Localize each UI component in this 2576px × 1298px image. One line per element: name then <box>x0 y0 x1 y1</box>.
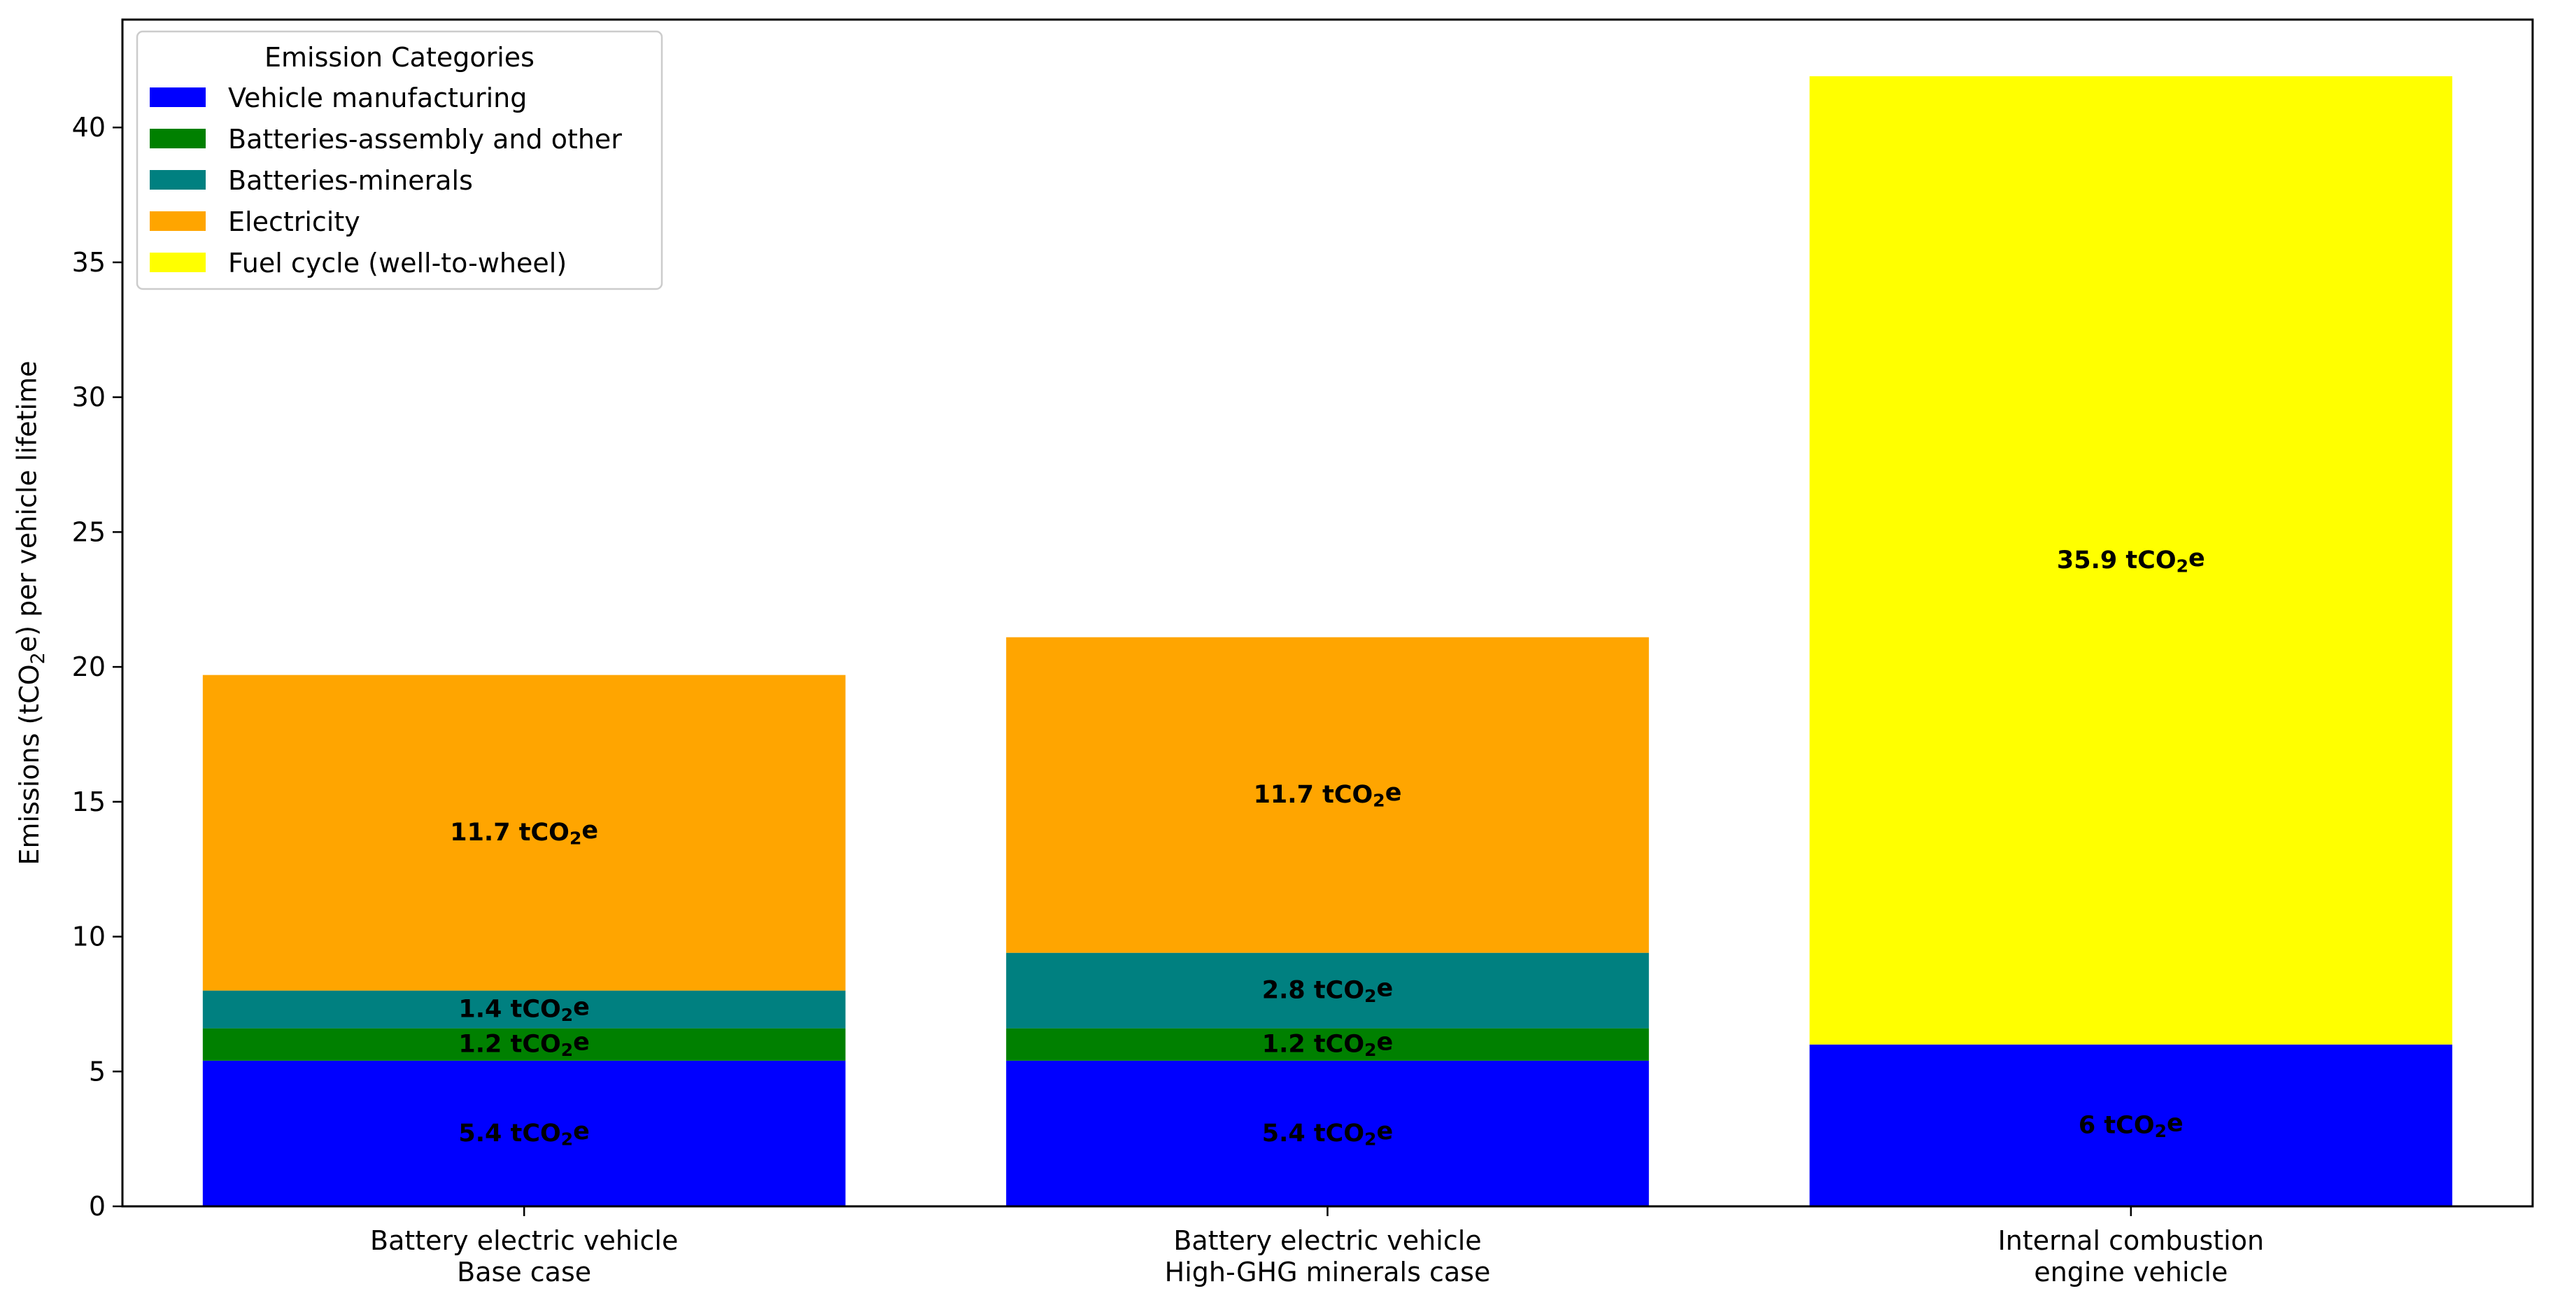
legend-swatch <box>150 253 206 272</box>
legend-swatch <box>150 129 206 148</box>
bar-value-label: 1.2 tCO2e <box>1262 1029 1394 1060</box>
legend-item-label: Electricity <box>228 206 360 237</box>
y-tick-label: 30 <box>72 382 106 413</box>
legend-swatch <box>150 87 206 107</box>
legend-box <box>136 30 663 290</box>
bar-value-label: 1.4 tCO2e <box>458 994 590 1025</box>
legend-item-label: Batteries-minerals <box>228 165 473 196</box>
legend-title: Emission Categories <box>264 42 535 73</box>
bar-value-label: 2.8 tCO2e <box>1262 975 1394 1006</box>
y-tick-label: 10 <box>72 922 106 952</box>
bars-layer <box>202 76 2453 1206</box>
bar-segment <box>1809 76 2453 1045</box>
bar-segment <box>1006 1028 1649 1061</box>
bar-value-label: 6 tCO2e <box>2079 1109 2184 1141</box>
bar-segment <box>1809 1044 2453 1206</box>
legend-item-label: Fuel cycle (well-to-wheel) <box>228 248 567 278</box>
bar-value-label: 35.9 tCO2e <box>2057 544 2205 576</box>
x-tick-label: Battery electric vehicle <box>1173 1225 1481 1256</box>
legend-item-label: Vehicle manufacturing <box>228 83 527 113</box>
x-tick-label: Base case <box>457 1257 591 1288</box>
bar-segment <box>202 1060 846 1206</box>
bar-value-label: 5.4 tCO2e <box>458 1117 590 1149</box>
bar-segment <box>202 675 846 991</box>
y-tick-label: 25 <box>72 516 106 547</box>
y-tick-label: 20 <box>72 651 106 682</box>
x-tick-label: High-GHG minerals case <box>1165 1257 1491 1288</box>
bar-segment <box>1006 952 1649 1029</box>
y-tick-label: 15 <box>72 786 106 817</box>
legend-item-label: Batteries-assembly and other <box>228 124 622 155</box>
bar-segment <box>1006 637 1649 953</box>
x-tick-label: Internal combustion <box>1998 1225 2264 1256</box>
bar-value-label: 11.7 tCO2e <box>1254 779 1402 810</box>
y-axis-title: Emissions (tCO2e) per vehicle lifetime <box>12 361 49 866</box>
legend-swatch <box>150 170 206 190</box>
y-axis: 0 5 10 15 20 25 30 35 40 <box>72 112 122 1222</box>
y-tick-label: 40 <box>72 112 106 143</box>
x-tick-label: Battery electric vehicle <box>370 1225 678 1256</box>
bar-segment <box>202 1028 846 1061</box>
x-tick-label: engine vehicle <box>2034 1257 2228 1288</box>
bar-labels-layer: 5.4 tCO2e 5.4 tCO2e 6 tCO2e 1.2 tCO2e 1.2 tC… <box>450 544 2205 1149</box>
legend: Emission Categories Vehicle manufacturing… <box>136 30 663 290</box>
bar-value-label: 11.7 tCO2e <box>450 817 598 848</box>
bar-value-label: 5.4 tCO2e <box>1262 1117 1394 1149</box>
legend-swatch <box>150 211 206 231</box>
bar-value-label: 1.2 tCO2e <box>458 1029 590 1060</box>
y-tick-label: 5 <box>89 1056 106 1087</box>
y-tick-label: 35 <box>72 247 106 278</box>
bar-segment <box>1006 1060 1649 1206</box>
y-tick-label: 0 <box>89 1191 106 1222</box>
bar-segment <box>202 990 846 1029</box>
